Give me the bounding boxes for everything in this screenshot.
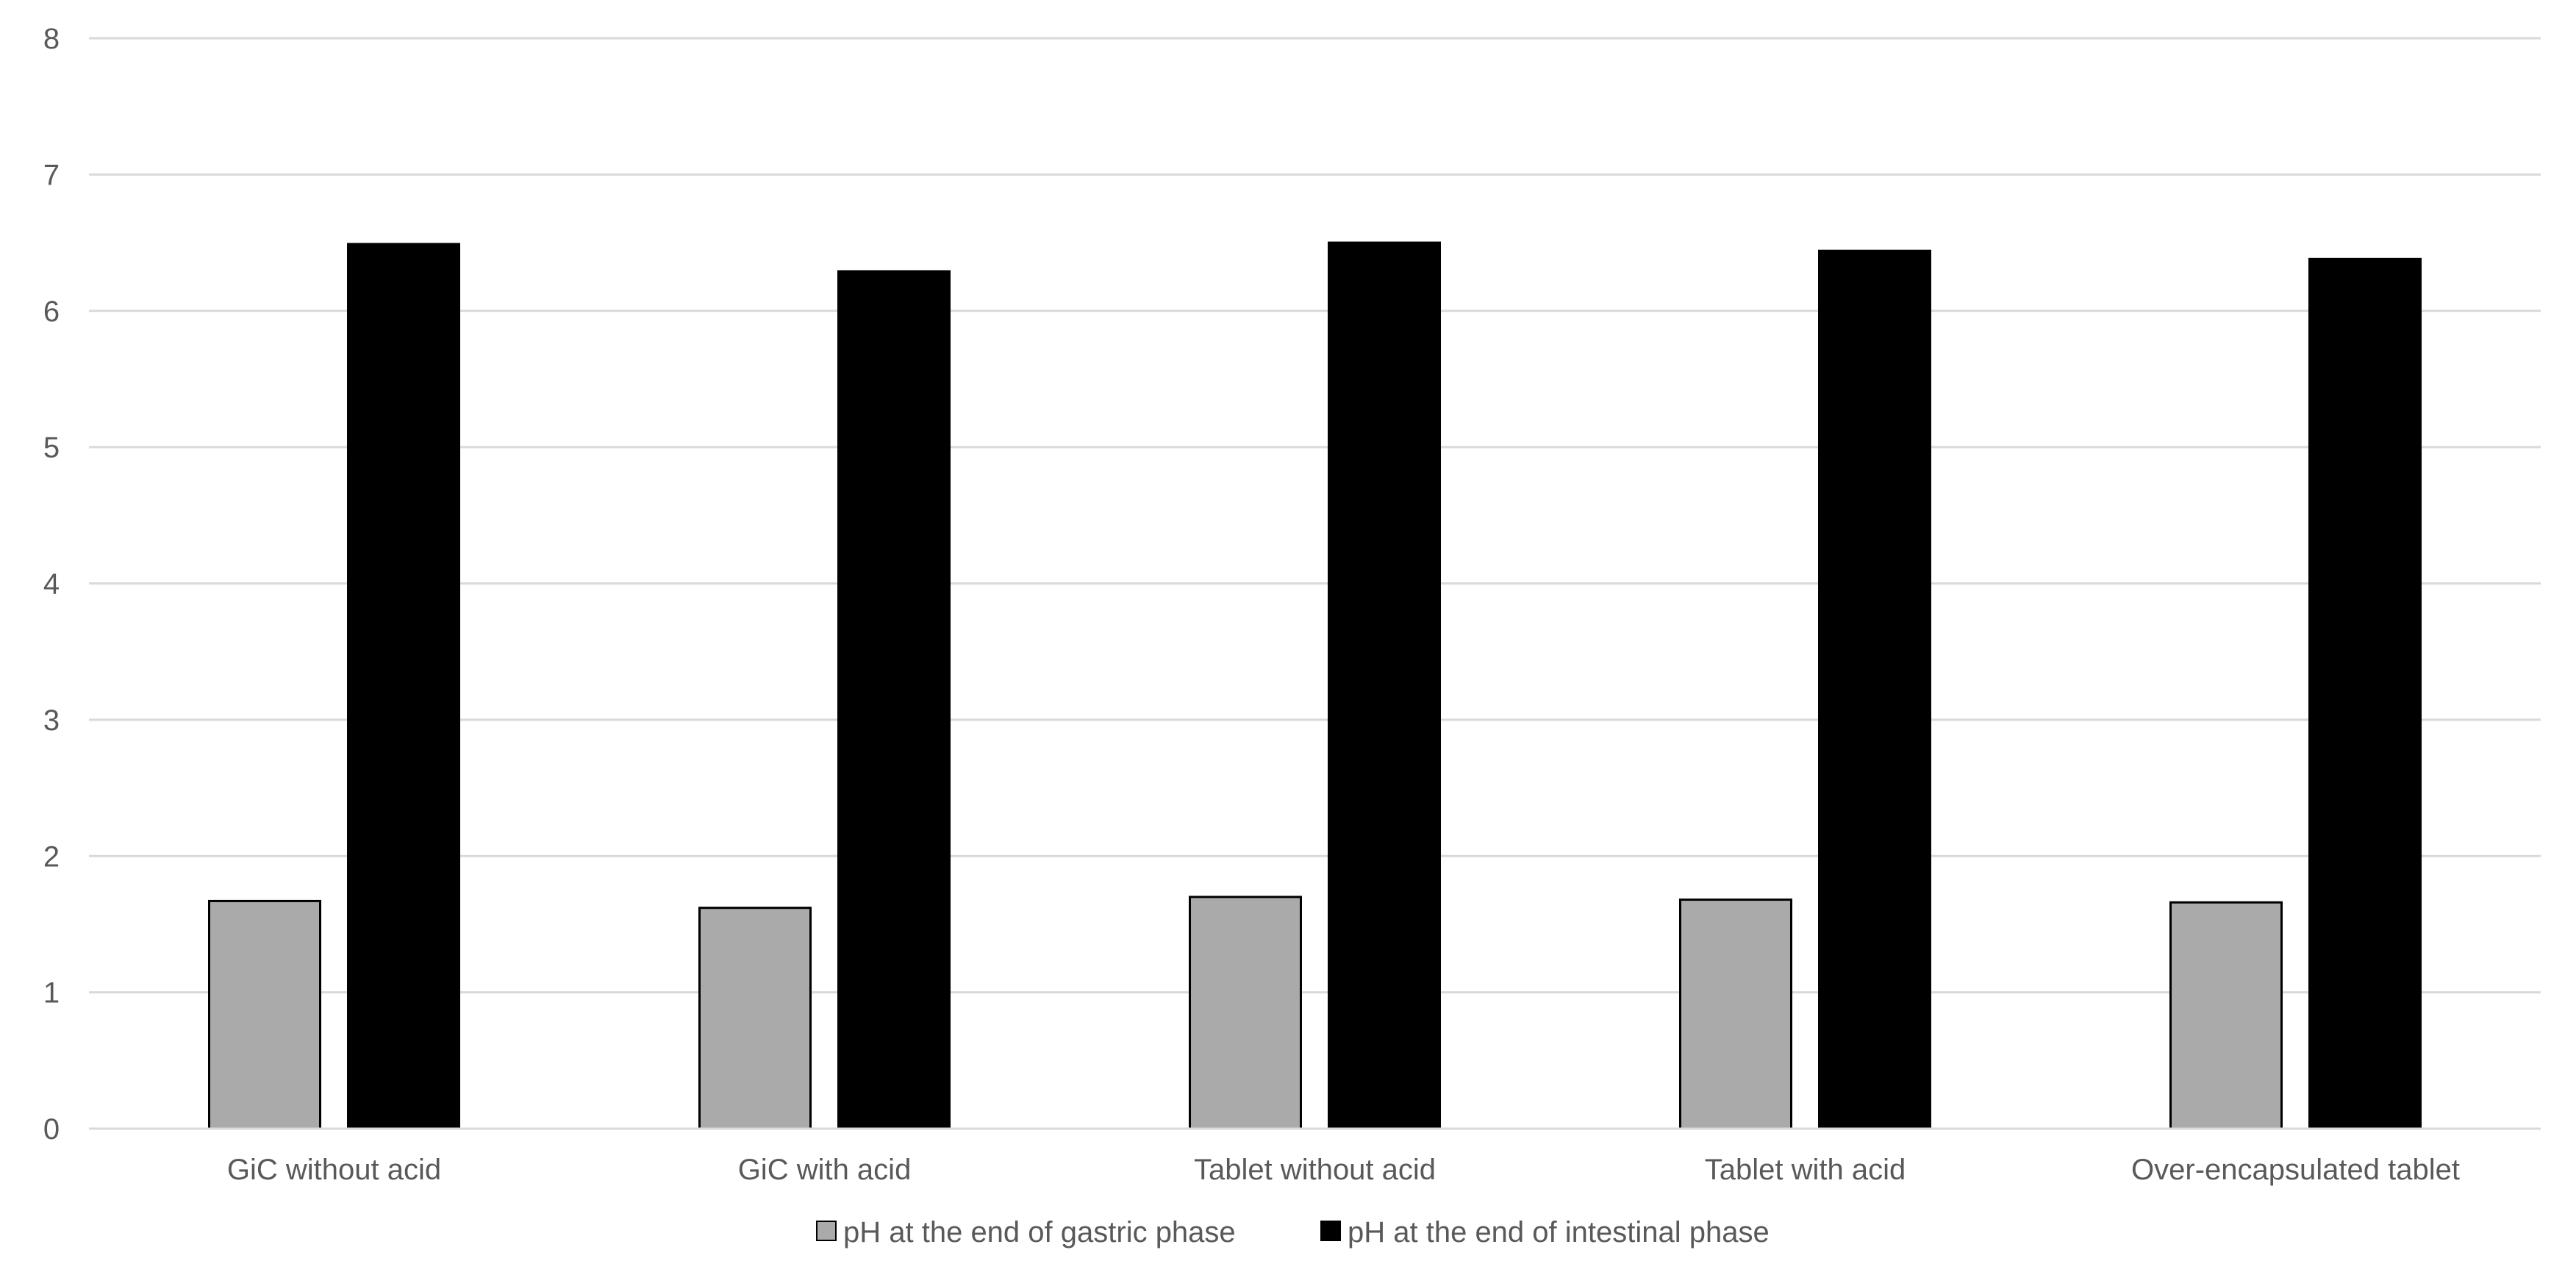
legend-swatch [1320, 1221, 1341, 1241]
bars [208, 241, 2422, 1130]
legend-label: pH at the end of intestinal phase [1348, 1216, 1770, 1249]
x-category-label: Over-encapsulated tablet [2131, 1154, 2460, 1186]
y-tick-label: 0 [43, 1113, 60, 1146]
y-tick-label: 1 [43, 977, 60, 1010]
gridlines [89, 37, 2541, 994]
y-tick-label: 7 [43, 159, 60, 191]
legend-swatch [816, 1221, 837, 1241]
y-axis-tick-labels: 0 1 2 3 4 5 6 7 8 [43, 23, 60, 1146]
bar-intestinal [1328, 241, 1441, 1130]
bar-gastric [208, 899, 321, 1130]
x-category-label: Tablet without acid [1194, 1154, 1436, 1186]
legend: pH at the end of gastric phase pH at the … [816, 1216, 1770, 1249]
y-tick-label: 8 [43, 23, 60, 55]
x-axis-category-labels: GiC without acid GiC with acid Tablet with… [227, 1154, 2460, 1186]
y-tick-label: 3 [43, 704, 60, 737]
y-tick-label: 4 [43, 568, 60, 601]
x-category-label: GiC with acid [738, 1154, 912, 1186]
bar-gastric [1679, 899, 1792, 1130]
bar-gastric [1189, 896, 1302, 1130]
y-tick-label: 5 [43, 432, 60, 464]
bar-intestinal [837, 270, 951, 1130]
bar-intestinal [347, 243, 460, 1130]
y-tick-label: 2 [43, 840, 60, 873]
bar-intestinal [2308, 257, 2422, 1130]
y-tick-label: 6 [43, 296, 60, 328]
bar-gastric [2169, 901, 2283, 1130]
bar-gastric [698, 907, 812, 1130]
x-category-label: GiC without acid [227, 1154, 441, 1186]
x-category-label: Tablet with acid [1705, 1154, 1906, 1186]
legend-label: pH at the end of gastric phase [843, 1216, 1236, 1249]
bar-intestinal [1818, 249, 1931, 1130]
